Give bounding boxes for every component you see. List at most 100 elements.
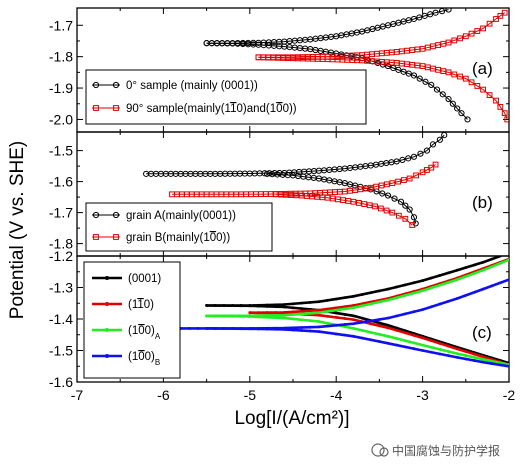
data-point	[352, 294, 355, 298]
data-point	[498, 256, 502, 258]
data-point	[447, 344, 450, 348]
data-point	[473, 271, 476, 275]
data-point	[421, 308, 424, 311]
data-point	[433, 86, 441, 93]
y-tick-label: -1.8	[49, 49, 73, 65]
data-point	[507, 278, 509, 282]
legend-marker	[105, 354, 109, 358]
data-point	[112, 211, 120, 219]
legend-label: grain A(mainly(0001))	[126, 210, 236, 222]
data-point	[438, 283, 442, 287]
data-point	[438, 352, 442, 356]
y-tick-label: -2.0	[49, 111, 73, 127]
data-point	[474, 83, 481, 89]
data-point	[386, 326, 390, 330]
plot-area	[162, 256, 509, 368]
data-point	[498, 363, 502, 367]
data-point	[445, 95, 452, 103]
data-point	[326, 321, 329, 325]
data-point	[422, 78, 429, 85]
data-point	[410, 15, 418, 23]
data-point	[300, 312, 304, 316]
data-point	[300, 318, 304, 322]
data-point	[343, 307, 347, 311]
data-point	[248, 315, 252, 318]
panel-1: -1.8 -1.7 -1.6 -1.5 (b) grain A(mainly(0001))…	[49, 131, 510, 257]
x-tick-label: -4	[330, 387, 343, 403]
data-point	[395, 343, 399, 347]
data-point	[291, 326, 295, 330]
data-point	[455, 356, 459, 359]
data-point	[412, 220, 419, 227]
data-point	[248, 304, 252, 308]
data-point	[439, 91, 446, 98]
y-tick-label: -1.7	[49, 205, 73, 221]
series-line	[146, 134, 445, 175]
data-point	[429, 141, 437, 148]
data-point	[265, 315, 269, 319]
data-point	[490, 265, 494, 269]
data-point	[473, 290, 476, 294]
y-tick-label: -1.9	[49, 80, 73, 96]
shared-x-axis: -7 -6 -5 -4 -3 -2	[71, 387, 516, 403]
data-point	[343, 313, 347, 316]
data-point	[428, 164, 435, 171]
data-point	[447, 271, 450, 275]
panel-label: (c)	[472, 323, 492, 342]
data-point	[378, 318, 381, 321]
data-point	[507, 364, 509, 368]
data-point	[384, 192, 392, 199]
data-point	[369, 291, 373, 295]
data-point	[445, 39, 452, 46]
data-point	[343, 296, 347, 300]
y-axis-title: Potential (V vs. SHE)	[7, 141, 28, 319]
x-tick-label: -6	[157, 387, 170, 403]
data-point	[274, 327, 278, 331]
data-point	[501, 9, 508, 16]
data-point	[416, 75, 423, 82]
data-point	[291, 313, 295, 316]
data-point	[395, 337, 399, 340]
watermark-logo-icon	[371, 443, 385, 457]
data-point	[352, 318, 355, 322]
y-tick-label: -1.4	[49, 311, 73, 327]
data-point	[352, 314, 355, 318]
data-point	[378, 289, 381, 293]
data-point	[468, 79, 475, 86]
data-point	[464, 275, 468, 278]
data-point	[257, 304, 260, 308]
data-point	[317, 320, 321, 323]
data-point	[361, 201, 368, 207]
data-point	[317, 313, 321, 317]
data-point	[352, 327, 355, 330]
data-point	[300, 329, 304, 332]
data-point	[291, 328, 295, 332]
data-point	[493, 97, 499, 104]
y-tick-label: -1.2	[49, 248, 73, 264]
data-point	[317, 330, 321, 333]
data-point	[400, 177, 407, 183]
data-point	[481, 268, 485, 272]
y-tick-label: -1.7	[49, 17, 73, 33]
data-point	[326, 314, 329, 318]
data-point	[300, 301, 304, 305]
legend-marker	[105, 302, 109, 306]
data-point	[317, 325, 321, 329]
data-point	[455, 268, 459, 272]
data-point	[274, 316, 278, 320]
data-point	[421, 349, 424, 352]
y-tick-label: -1.6	[49, 374, 73, 390]
data-point	[265, 311, 269, 315]
data-point	[360, 316, 364, 320]
panel-label: (b)	[472, 193, 493, 212]
data-point	[436, 136, 443, 143]
data-point	[222, 327, 226, 330]
data-point	[265, 305, 269, 308]
data-point	[308, 319, 312, 323]
data-point	[378, 300, 381, 304]
data-point	[213, 304, 217, 307]
y-tick-label: -1.5	[49, 143, 73, 159]
legend: 0° sample (mainly (0001)) 90° sample(main…	[85, 69, 367, 125]
data-point	[457, 35, 463, 42]
